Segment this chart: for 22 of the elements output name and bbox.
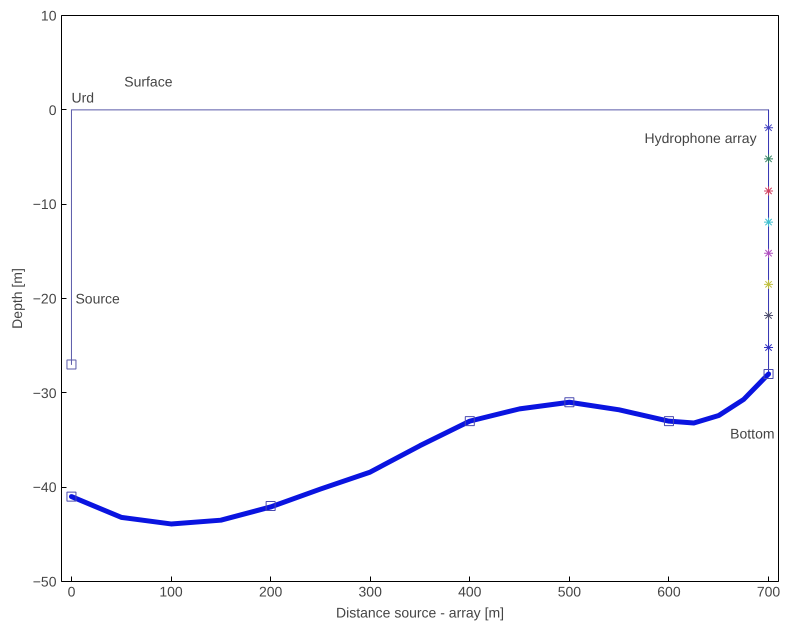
x-axis-title: Distance source - array [m] xyxy=(336,604,504,620)
annotation: Source xyxy=(75,290,120,306)
y-tick-label: −40 xyxy=(32,479,57,496)
annotation: Urd xyxy=(71,90,94,106)
x-tick-label: 0 xyxy=(68,584,76,600)
y-axis-title: Depth [m] xyxy=(8,268,25,329)
y-tick-label: −30 xyxy=(32,384,57,401)
y-tick-label: −50 xyxy=(32,574,57,590)
x-tick-label: 600 xyxy=(657,584,681,600)
y-tick-label: −20 xyxy=(32,290,57,306)
annotation: Surface xyxy=(124,74,173,90)
y-tick-label: 0 xyxy=(48,102,57,118)
x-tick-label: 700 xyxy=(756,584,780,600)
annotation: Hydrophone array xyxy=(644,130,757,146)
x-tick-label: 300 xyxy=(358,584,382,600)
x-tick-label: 100 xyxy=(159,584,183,600)
x-tick-label: 500 xyxy=(558,584,582,600)
x-tick-label: 400 xyxy=(458,584,482,600)
x-tick-label: 200 xyxy=(258,584,283,600)
y-tick-label: 10 xyxy=(40,8,57,24)
y-tick-label: −10 xyxy=(32,196,57,212)
annotation: Bottom xyxy=(730,425,775,442)
